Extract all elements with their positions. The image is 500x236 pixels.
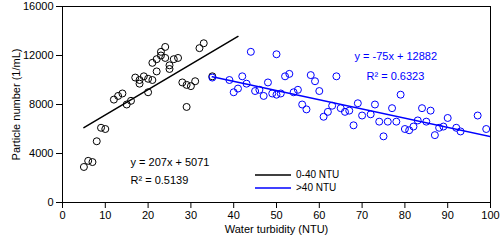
svg-text:30: 30	[185, 209, 197, 221]
svg-text:R² = 0.6323: R² = 0.6323	[367, 70, 425, 82]
svg-text:16000: 16000	[23, 0, 54, 12]
svg-text:y = 207x + 5071: y = 207x + 5071	[131, 156, 210, 168]
svg-text:60: 60	[313, 209, 325, 221]
svg-text:0: 0	[47, 196, 53, 208]
html-text:>40 NTU: >40 NTU	[296, 182, 337, 193]
svg-text:4000: 4000	[29, 147, 53, 159]
svg-text:Particle number (1/mL): Particle number (1/mL)	[10, 49, 22, 161]
svg-text:100: 100	[481, 209, 499, 221]
svg-text:40: 40	[228, 209, 240, 221]
svg-text:10: 10	[99, 209, 111, 221]
svg-text:80: 80	[399, 209, 411, 221]
svg-text:50: 50	[270, 209, 282, 221]
svg-text:90: 90	[442, 209, 454, 221]
svg-text:8000: 8000	[29, 98, 53, 110]
svg-text:70: 70	[356, 209, 368, 221]
svg-text:R² = 0.5139: R² = 0.5139	[131, 174, 189, 186]
svg-text:0: 0	[59, 209, 65, 221]
svg-text:y = -75x + 12882: y = -75x + 12882	[355, 50, 438, 62]
svg-text:12000: 12000	[23, 49, 54, 61]
svg-text:20: 20	[142, 209, 154, 221]
html-text:0-40 NTU: 0-40 NTU	[296, 169, 340, 180]
svg-text:Water turbidity (NTU): Water turbidity (NTU)	[225, 223, 329, 235]
